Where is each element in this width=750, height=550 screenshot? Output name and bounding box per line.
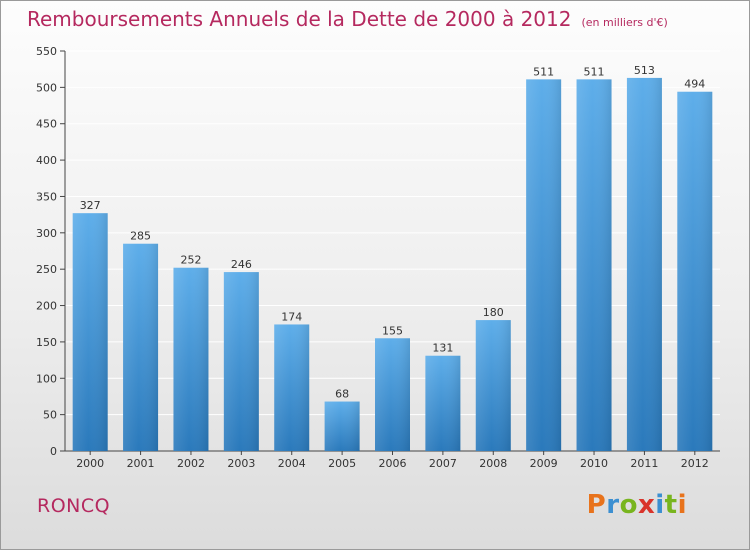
bar-shine xyxy=(375,338,410,451)
x-tick-label-2011: 2011 xyxy=(630,457,658,470)
value-label-2001: 285 xyxy=(130,230,151,243)
value-label-2000: 327 xyxy=(80,199,101,212)
commune-name: RONCQ xyxy=(37,495,111,517)
x-tick-label-2004: 2004 xyxy=(278,457,306,470)
y-tick-label: 550 xyxy=(36,45,57,58)
value-label-2009: 511 xyxy=(533,65,554,78)
title-unit: (en milliers d'€) xyxy=(581,16,668,29)
value-label-2004: 174 xyxy=(281,310,302,323)
value-label-2010: 511 xyxy=(584,65,605,78)
x-tick-label-2008: 2008 xyxy=(479,457,507,470)
bar-shine xyxy=(677,91,713,452)
y-tick-label: 200 xyxy=(36,300,57,313)
bar-shine xyxy=(324,401,360,451)
x-tick-label-2010: 2010 xyxy=(580,457,608,470)
y-tick-label: 350 xyxy=(36,190,57,203)
bar-shine xyxy=(626,77,662,451)
logo-letter: i xyxy=(677,490,687,520)
y-tick-label: 150 xyxy=(36,336,57,349)
x-tick-label-2003: 2003 xyxy=(227,457,255,470)
bar-shine xyxy=(425,355,461,451)
value-label-2005: 68 xyxy=(335,388,349,401)
chart-title: Remboursements Annuels de la Dette de 20… xyxy=(27,7,668,31)
logo-letter: i xyxy=(655,490,665,520)
y-tick-label: 450 xyxy=(36,118,57,131)
value-label-2006: 155 xyxy=(382,324,403,337)
bar-shine xyxy=(526,79,562,451)
bar-shine xyxy=(72,213,108,451)
value-label-2008: 180 xyxy=(483,306,504,319)
logo-letter: t xyxy=(664,490,678,520)
y-tick-label: 100 xyxy=(36,372,57,385)
x-tick-label-2001: 2001 xyxy=(127,457,155,470)
x-tick-label-2006: 2006 xyxy=(379,457,407,470)
bar-shine xyxy=(223,272,259,451)
value-label-2002: 252 xyxy=(180,254,201,267)
labels: 327 2000 285 2001 252 2002 246 2003 174 2004 68 200… xyxy=(76,64,709,470)
y-tick-label: 300 xyxy=(36,227,57,240)
bar-shine xyxy=(123,243,159,451)
x-tick-label-2012: 2012 xyxy=(681,457,709,470)
x-tick-label-2005: 2005 xyxy=(328,457,356,470)
value-label-2012: 494 xyxy=(684,78,705,91)
bars xyxy=(72,77,713,452)
logo-letter: P xyxy=(586,490,607,520)
bar-shine xyxy=(274,324,310,451)
bar-shine xyxy=(173,267,209,451)
title-main: Remboursements Annuels de la Dette de 20… xyxy=(27,7,572,31)
y-tick-label: 50 xyxy=(43,409,57,422)
x-tick-label-2000: 2000 xyxy=(76,457,104,470)
x-tick-label-2009: 2009 xyxy=(530,457,558,470)
y-tick-label: 400 xyxy=(36,154,57,167)
logo-letter: o xyxy=(619,490,638,520)
value-label-2011: 513 xyxy=(634,64,655,77)
logo-letter: r xyxy=(606,490,620,520)
y-tick-label: 250 xyxy=(36,263,57,276)
y-tick-label: 500 xyxy=(36,81,57,94)
bar-shine xyxy=(576,79,612,451)
x-tick-label-2007: 2007 xyxy=(429,457,457,470)
logo-letter: x xyxy=(637,490,656,520)
x-tick-label-2002: 2002 xyxy=(177,457,205,470)
proxiti-logo[interactable]: Proxiti xyxy=(587,490,687,520)
y-tick-label: 0 xyxy=(50,445,57,458)
value-label-2003: 246 xyxy=(231,258,252,271)
value-label-2007: 131 xyxy=(432,342,453,355)
bar-shine xyxy=(475,320,511,451)
